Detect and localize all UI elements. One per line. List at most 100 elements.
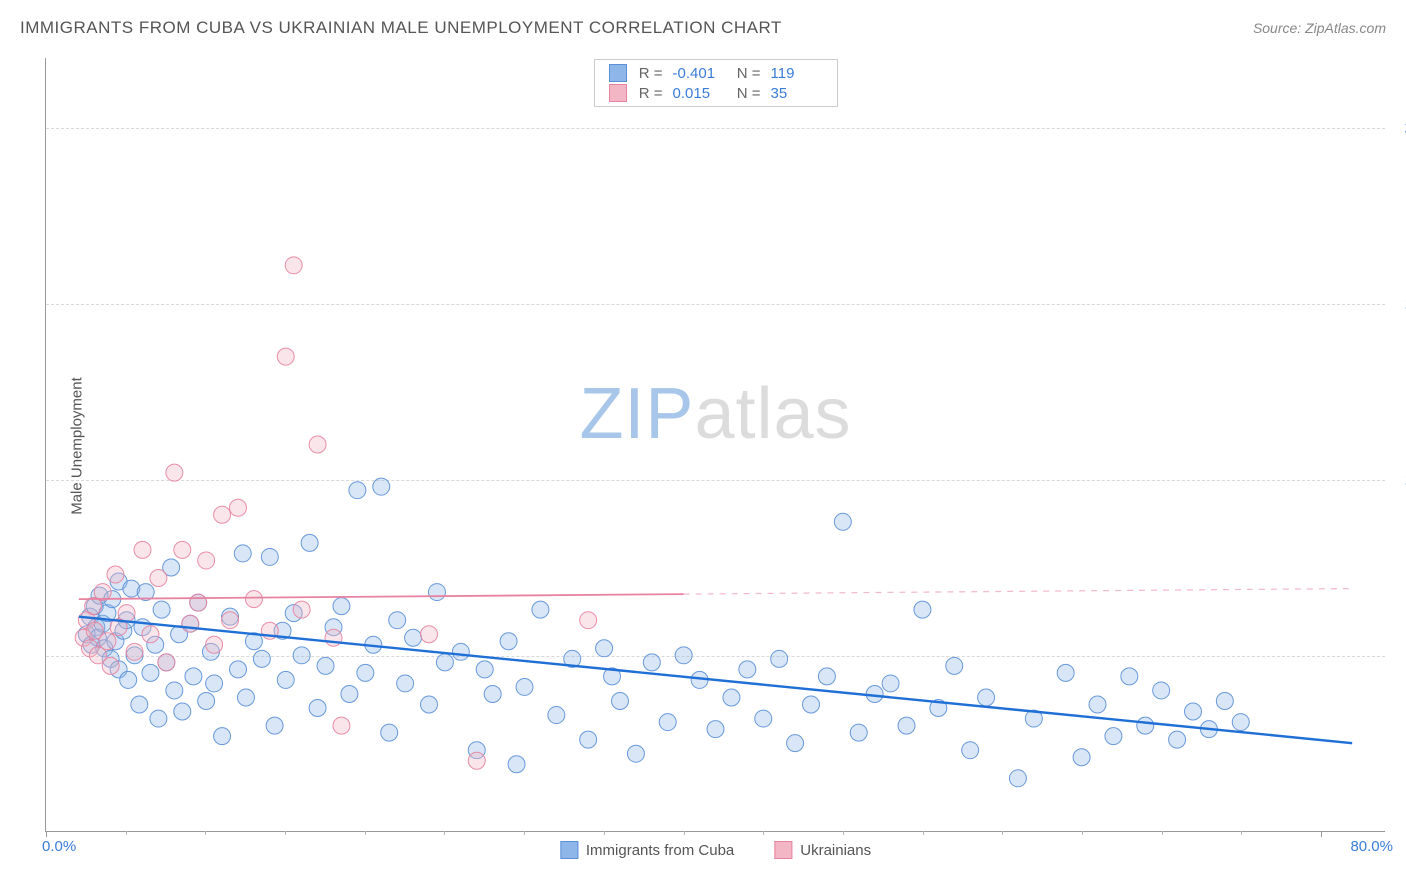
scatter-point-cuba — [198, 693, 215, 710]
x-minor-tick — [1241, 831, 1242, 835]
scatter-point-ukr — [230, 499, 247, 516]
scatter-point-ukr — [333, 717, 350, 734]
scatter-point-cuba — [349, 482, 366, 499]
scatter-point-cuba — [1089, 696, 1106, 713]
scatter-point-cuba — [373, 478, 390, 495]
scatter-point-ukr — [277, 348, 294, 365]
x-minor-tick — [923, 831, 924, 835]
scatter-point-ukr — [150, 570, 167, 587]
regression-line-ukr — [79, 594, 684, 599]
scatter-point-ukr — [468, 752, 485, 769]
scatter-point-cuba — [174, 703, 191, 720]
legend-item: Ukrainians — [774, 841, 871, 859]
scatter-point-cuba — [532, 601, 549, 618]
scatter-point-cuba — [1009, 770, 1026, 787]
scatter-point-cuba — [612, 693, 629, 710]
legend-swatch — [609, 84, 627, 102]
scatter-point-ukr — [214, 506, 231, 523]
scatter-point-cuba — [452, 643, 469, 660]
scatter-point-cuba — [643, 654, 660, 671]
x-minor-tick — [444, 831, 445, 835]
scatter-point-cuba — [596, 640, 613, 657]
scatter-point-cuba — [261, 548, 278, 565]
stat-r-value: 0.015 — [673, 85, 725, 102]
scatter-point-ukr — [182, 615, 199, 632]
plot-area: ZIPatlas 5.0%10.0%15.0%20.0% R =-0.401N … — [45, 58, 1385, 832]
stat-r-value: -0.401 — [673, 65, 725, 82]
scatter-point-cuba — [755, 710, 772, 727]
x-minor-tick — [524, 831, 525, 835]
stat-n-value: 35 — [771, 85, 823, 102]
scatter-point-cuba — [421, 696, 438, 713]
scatter-point-cuba — [1057, 664, 1074, 681]
scatter-point-ukr — [580, 612, 597, 629]
x-minor-tick — [1082, 831, 1083, 835]
scatter-point-cuba — [237, 689, 254, 706]
scatter-point-cuba — [818, 668, 835, 685]
stat-r-label: R = — [637, 65, 663, 82]
stat-n-value: 119 — [771, 65, 823, 82]
x-minor-tick — [285, 831, 286, 835]
scatter-point-cuba — [142, 664, 159, 681]
scatter-point-cuba — [962, 742, 979, 759]
x-minor-tick — [843, 831, 844, 835]
stat-r-label: R = — [637, 85, 663, 102]
scatter-point-ukr — [309, 436, 326, 453]
scatter-point-cuba — [234, 545, 251, 562]
scatter-point-cuba — [293, 647, 310, 664]
scatter-point-cuba — [787, 735, 804, 752]
stats-row: R = 0.015 N = 35 — [609, 84, 823, 102]
scatter-point-ukr — [118, 605, 135, 622]
scatter-point-ukr — [134, 541, 151, 558]
scatter-point-cuba — [1073, 749, 1090, 766]
x-minor-tick — [126, 831, 127, 835]
scatter-point-ukr — [421, 626, 438, 643]
scatter-point-cuba — [850, 724, 867, 741]
x-minor-tick — [763, 831, 764, 835]
scatter-point-cuba — [120, 671, 137, 688]
scatter-point-cuba — [185, 668, 202, 685]
legend-label: Immigrants from Cuba — [586, 842, 734, 859]
scatter-point-cuba — [739, 661, 756, 678]
scatter-point-cuba — [397, 675, 414, 692]
legend-swatch — [774, 841, 792, 859]
scatter-point-cuba — [516, 678, 533, 695]
scatter-point-cuba — [277, 671, 294, 688]
scatter-point-ukr — [285, 257, 302, 274]
scatter-point-cuba — [978, 689, 995, 706]
legend-swatch — [609, 64, 627, 82]
x-tick — [46, 831, 47, 837]
chart-title: IMMIGRANTS FROM CUBA VS UKRAINIAN MALE U… — [20, 18, 782, 38]
scatter-point-cuba — [357, 664, 374, 681]
scatter-point-ukr — [126, 643, 143, 660]
scatter-point-cuba — [723, 689, 740, 706]
scatter-point-cuba — [914, 601, 931, 618]
scatter-point-ukr — [107, 566, 124, 583]
scatter-point-cuba — [150, 710, 167, 727]
scatter-point-cuba — [803, 696, 820, 713]
scatter-point-cuba — [882, 675, 899, 692]
stats-row: R =-0.401N =119 — [609, 64, 823, 82]
x-minor-tick — [365, 831, 366, 835]
stat-n-label: N = — [735, 85, 761, 102]
scatter-point-ukr — [174, 541, 191, 558]
scatter-point-cuba — [1185, 703, 1202, 720]
scatter-point-ukr — [222, 612, 239, 629]
scatter-point-cuba — [508, 756, 525, 773]
scatter-point-cuba — [500, 633, 517, 650]
scatter-point-ukr — [102, 657, 119, 674]
scatter-point-cuba — [771, 650, 788, 667]
scatter-point-cuba — [253, 650, 270, 667]
x-minor-tick — [205, 831, 206, 835]
scatter-point-cuba — [206, 675, 223, 692]
scatter-point-cuba — [580, 731, 597, 748]
scatter-point-cuba — [131, 696, 148, 713]
scatter-point-cuba — [1105, 728, 1122, 745]
scatter-point-cuba — [627, 745, 644, 762]
scatter-point-cuba — [317, 657, 334, 674]
x-tick — [1321, 831, 1322, 837]
scatter-point-cuba — [266, 717, 283, 734]
scatter-point-cuba — [1137, 717, 1154, 734]
source-attribution: Source: ZipAtlas.com — [1253, 20, 1386, 36]
scatter-point-cuba — [381, 724, 398, 741]
